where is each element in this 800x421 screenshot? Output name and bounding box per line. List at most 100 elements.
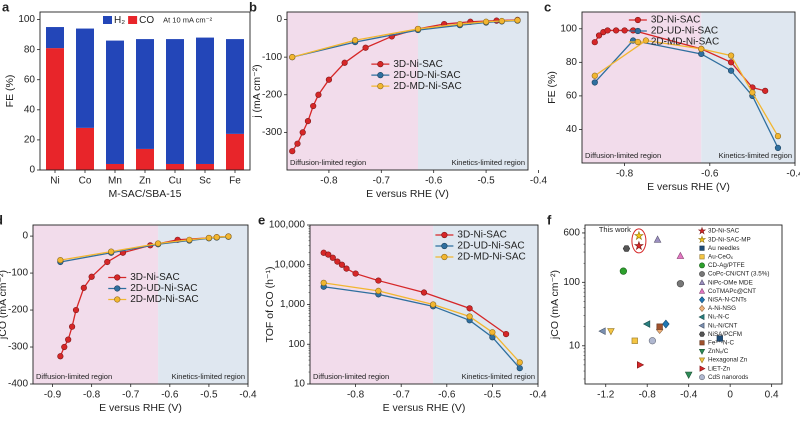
data-point [676,280,684,288]
y-tick-label: 0 [29,165,35,176]
legend-marker [634,27,641,35]
x-tick-label: -0.5 [484,390,502,401]
data-point [88,273,95,280]
region-label: Diffusion-limited region [290,158,366,167]
y-tick-label: 100 [563,277,580,288]
legend-marker [698,357,706,364]
legend-marker [634,38,641,46]
x-tick-label: -0.6 [425,176,443,187]
legend-marker [697,226,707,235]
data-point [186,236,193,243]
legend-marker [699,296,705,304]
legend-marker [699,304,705,312]
data-point [294,140,301,147]
axes-frame [286,11,529,171]
x-tick-label: 0 [727,390,733,401]
legend-label: CO [139,15,154,26]
y-tick-label: 10 [294,379,306,390]
y-tick-label: 1,000 [280,299,305,310]
legend-label: 3D-Ni-SAC [130,272,179,283]
data-point [104,258,111,266]
x-axis-label: M-SAC/SBA-15 [109,188,182,200]
legend-label: 2D-MD-Ni-SAC [130,294,198,305]
y-tick-label: 80 [24,44,36,55]
bar-segment [106,163,124,170]
bar-segment [76,28,94,128]
data-point [68,323,76,330]
y-tick-label: 10 [569,340,581,351]
x-tick-label: Fe [229,176,241,187]
legend-marker [377,72,384,79]
data-point [637,361,645,369]
data-point [698,45,705,53]
x-tick-label: Co [79,176,92,187]
legend-label: 3D-Ni-SAC-MP [708,236,751,243]
legend-marker [698,287,706,294]
legend-label: CdS nanorods [708,374,748,381]
legend-label: Ni₁-N/CNT [708,322,738,329]
legend-marker [699,245,705,251]
x-tick-label: Sc [199,176,211,187]
x-axis-label: E versus RHE (V) [366,188,449,200]
legend-label: 2D-MD-Ni-SAC [651,37,719,48]
legend-marker [699,331,705,337]
legend-label: 2D-MD-Ni-SAC [457,252,525,263]
data-point [65,336,72,343]
x-tick-label: -1.2 [597,390,615,401]
x-axis-label: E versus RHE (V) [99,402,182,414]
y-tick-label: 100 [560,23,577,34]
y-tick-label: -100 [262,52,282,63]
panel: Diffusion-limited region Kinetics-limited… [0,212,257,413]
legend-label: 2D-UD-Ni-SAC [457,241,524,252]
data-point [108,248,115,255]
x-tick-label: -0.4 [680,390,698,401]
data-point [516,359,523,366]
bar-segment [196,37,214,164]
data-point [684,371,693,380]
data-point [591,39,598,46]
y-tick-label: -200 [262,89,282,100]
x-tick-label: -0.5 [477,176,495,187]
region-shade [287,12,418,170]
region-label: Kinetics-limited region [172,372,245,381]
x-tick-label: 0.4 [765,390,779,401]
region-shade [582,12,702,163]
data-point [612,27,620,34]
data-point [456,20,463,28]
data-point [716,335,723,342]
y-tick-label: 80 [566,57,578,68]
panel: 10 100 600 -1.2 -0.8 -0.4 0 0.4 3D-Ni-SAC3D-Ni-S… [547,212,783,401]
legend-label: Au-CeOₓ [708,253,734,260]
series-line [594,39,779,137]
legend-marker [699,271,705,277]
data-point [607,328,615,336]
y-tick-label: -300 [262,127,282,138]
data-point [656,323,663,330]
y-axis-label: jCO (mA cm⁻²) [0,270,9,340]
x-tick-label: -0.4 [239,390,257,401]
y-tick-label: -200 [8,305,28,316]
x-tick-label: -0.4 [529,390,547,401]
panel-label: b [249,0,257,14]
y-axis-label: FE (%) [4,75,16,108]
bar-segment [226,133,244,170]
legend-label: H₂ [114,15,125,26]
y-tick-label: 0 [276,14,282,25]
annotation: At 10 mA cm⁻² [163,15,212,24]
legend-label: CoPc-CN/CNT (3.5%) [708,271,769,278]
legend-label: Au needles [708,245,740,252]
y-tick-label: 40 [24,104,36,115]
data-point [343,265,350,272]
y-axis-label: TOF of CO (h⁻¹) [264,267,276,343]
x-tick-label: -0.8 [320,176,338,187]
data-point [338,261,346,268]
region-shade [417,12,528,170]
legend-marker [441,231,448,239]
legend-label: CD-Ag/PTFE [708,262,745,269]
y-tick-label: -100 [8,268,28,279]
legend-label: CoTMAPc@CNT [708,288,756,295]
legend-marker [698,279,706,285]
bar-segment [136,148,154,170]
highlight-ellipse [631,228,647,254]
panel: Diffusion-limited region Kinetics-limited… [249,0,548,200]
